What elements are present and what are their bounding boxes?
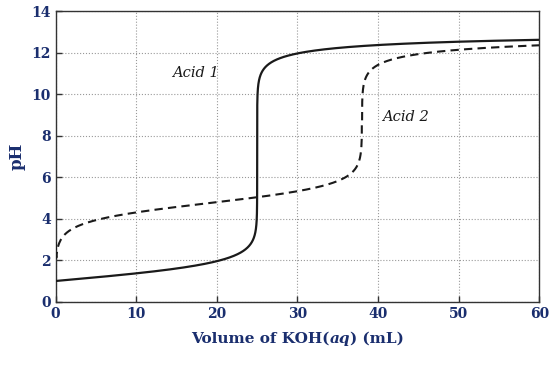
- Text: Acid 1: Acid 1: [172, 67, 219, 81]
- Text: ) (mL): ) (mL): [350, 332, 404, 346]
- Text: aq: aq: [330, 332, 350, 346]
- Text: Volume of KOH(: Volume of KOH(: [191, 332, 330, 346]
- Y-axis label: pH: pH: [9, 143, 26, 170]
- Text: Acid 2: Acid 2: [382, 110, 429, 124]
